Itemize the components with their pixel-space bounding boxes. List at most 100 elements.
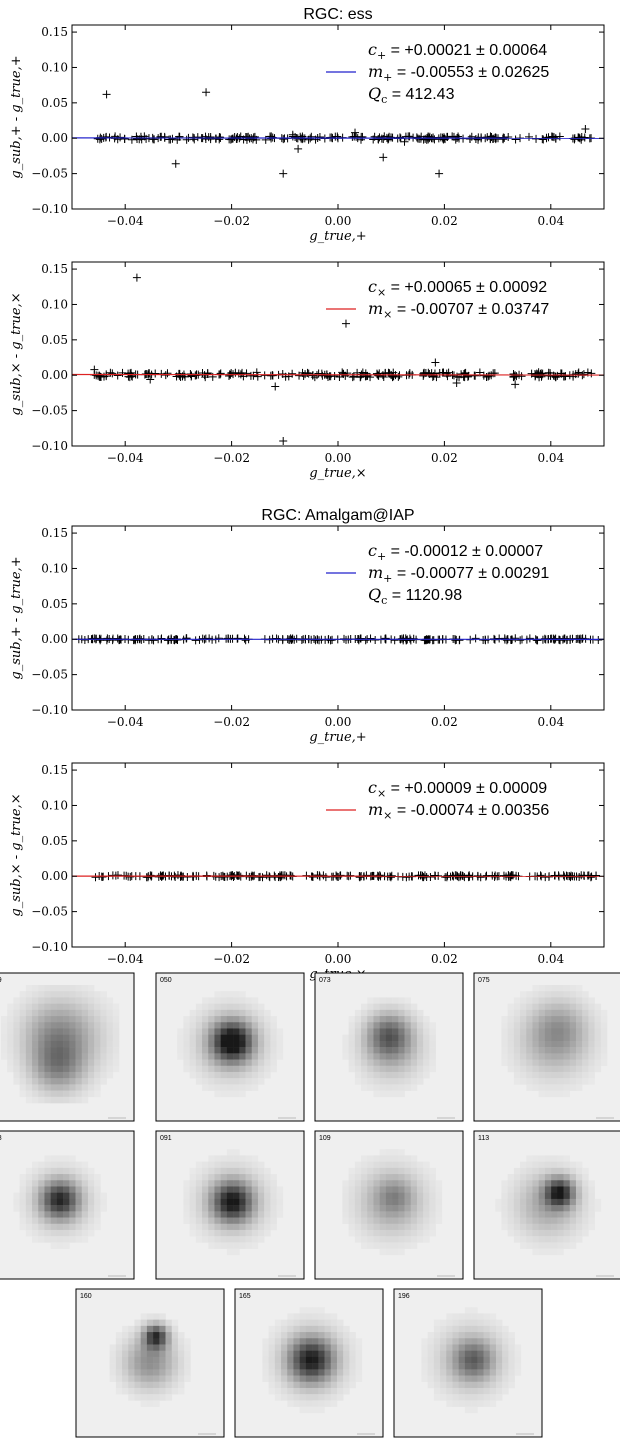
tile-pixel [226,1192,234,1200]
tile-pixel [538,1198,546,1206]
data-point [547,132,556,141]
tile-pixel [551,1236,558,1243]
tile-pixel [69,1016,76,1023]
tile-pixel [423,1065,430,1073]
tile-pixel [410,1059,418,1067]
tile-pixel [13,997,20,1004]
tile-pixel [75,1236,83,1243]
tile-pixel [513,1229,521,1237]
tile-pixel [214,997,221,1004]
tile-pixel [183,1022,190,1029]
data-point [120,135,129,144]
tile-pixel [94,1084,101,1091]
tile-pixel [392,1078,399,1085]
tile-pixel [251,1078,259,1085]
tile-pixel [94,1078,101,1085]
psf-tile: 075 [473,972,620,1122]
tile-pixel [324,1325,332,1333]
tile-pixel [526,1065,533,1073]
tile-pixel [501,1034,508,1042]
tile-pixel [38,1167,45,1175]
data-point [91,873,100,882]
tile-pixel [458,1369,466,1376]
tile-pixel [588,1003,595,1011]
tile-pixel [404,1040,412,1048]
tile-pixel [355,1338,363,1345]
tile-pixel [94,1192,101,1200]
tile-pixel [526,1174,533,1181]
psf-tile: 160 [75,1288,225,1438]
tile-pixel [214,1003,221,1011]
tile-pixel [75,1034,83,1042]
tile-pixel [25,1028,33,1035]
tile-pixel [268,1363,276,1370]
tile-pixel [233,1090,240,1098]
tile-pixel [483,1375,491,1383]
tile-pixel [569,1071,577,1079]
tile-pixel [557,1047,564,1054]
tile-pixel [471,1363,478,1370]
tile-pixel [330,1375,338,1383]
tile-pixel [299,1307,307,1314]
tile-pixel [226,1065,234,1073]
tile-pixel [44,1047,51,1054]
tile-pixel [575,1022,583,1029]
tile-pixel [318,1387,325,1395]
tile-pixel [563,1009,571,1017]
tile-pixel [202,1009,209,1017]
tile-pixel [208,1009,215,1017]
tile-pixel [25,1223,33,1231]
tile-pixel [202,1205,209,1212]
tile-pixel [38,1059,45,1067]
tile-pixel [195,1161,203,1169]
x-tick-label: 0.00 [325,952,352,966]
psf-tile: 073 [314,972,464,1122]
tile-pixel [274,1381,282,1389]
data-point [239,135,248,144]
tile-pixel [239,1003,246,1011]
tile-pixel [50,1016,58,1023]
tile-pixel [56,1223,64,1231]
tile-pixel [94,1009,101,1017]
tile-pixel [13,1034,20,1042]
tile-pixel [538,1229,546,1237]
tile-pixel [361,1078,368,1085]
tile-pixel [582,991,589,998]
tile-pixel [489,1356,497,1364]
tile-pixel [464,1356,472,1364]
tile-pixel [513,1047,521,1054]
tile-pixel [348,1167,356,1175]
tile-pixel [544,1065,552,1073]
tile-pixel [452,1400,459,1407]
tile-pixel [544,1078,552,1085]
tile-pixel [75,1053,83,1060]
tile-pixel [367,1078,374,1085]
tile-pixel [233,997,240,1004]
tile-pixel [464,1338,472,1345]
tile-pixel [251,1022,259,1029]
tile-pixel [557,1078,564,1085]
tile-pixel [532,1047,539,1054]
tile-pixel [293,1400,300,1407]
tile-pixel [435,1180,443,1187]
tile-pixel [423,1192,430,1200]
tile-pixel [330,1363,338,1370]
tile-pixel [251,1059,259,1067]
tile-pixel [109,1375,117,1383]
tile-pixel [392,1149,399,1156]
tile-pixel [354,1217,362,1225]
tile-pixel [75,1009,83,1017]
tile-pixel [69,1174,76,1181]
tile-pixel [433,1344,441,1351]
x-tick-label: 0.02 [431,715,458,729]
tile-pixel [32,1090,39,1098]
tile-pixel [146,1363,154,1370]
tile-pixel [94,1211,101,1218]
tile-pixel [50,1040,58,1048]
tile-pixel [502,1363,509,1370]
tile-pixel [276,1047,284,1054]
tile-pixel [501,1198,508,1206]
tile-pixel [440,1338,447,1345]
data-point [504,132,513,141]
tile-pixel [557,1198,564,1206]
